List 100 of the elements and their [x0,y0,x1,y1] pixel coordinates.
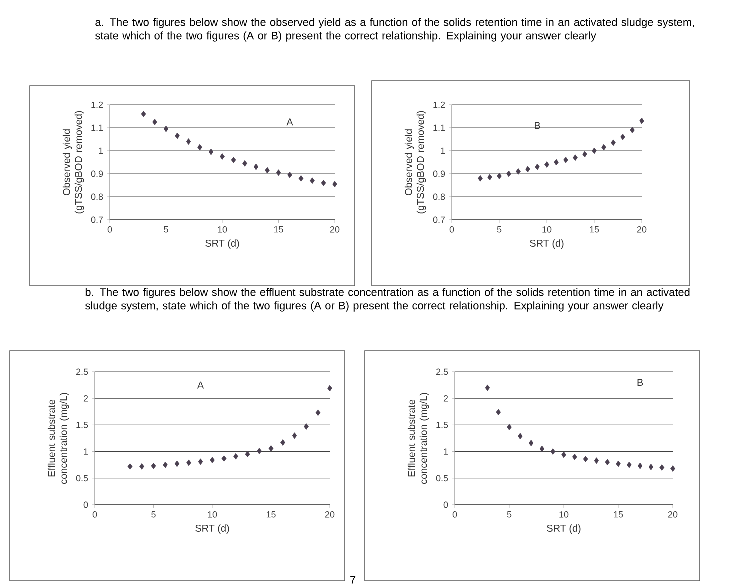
y-tick-label: 1.1 [92,124,104,132]
point [321,180,326,186]
point [670,466,676,472]
point [220,154,225,160]
x-tick-label: 20 [668,511,678,518]
point [292,432,298,440]
point [304,424,309,430]
point [507,424,512,431]
y-tick-label: 1 [441,148,446,154]
point [152,119,158,126]
point [208,148,214,156]
y-tick-label: 2 [444,395,448,402]
point [198,458,204,466]
point [332,181,338,188]
point [298,175,304,182]
x-tick-label: 15 [274,226,284,233]
point [328,385,332,392]
y-tick-label: 1 [99,148,104,154]
y-tick-label: 0 [444,502,448,508]
point [630,127,635,134]
point [198,144,202,151]
y-tick-label: 1 [84,448,88,455]
y-tick-label: 1 [444,448,448,455]
y-tick-label: 0 [84,502,88,508]
y-tick-label: 0.9 [433,170,446,178]
point [518,433,523,440]
y-tick-label: 0.7 [91,216,104,224]
point [310,178,315,184]
y-axis-title: Observed yield (gTSS/gBOD removed) [404,111,426,214]
y-tick-label: 0.8 [91,194,104,200]
text: b. The two figures below show the effluent substrate concentration as a function of the solids retention time in an activated sludge system, state which of the two figures (A or B) present the correct relationship. Explaining your answer clearly [86,288,690,312]
point [526,166,530,173]
point [602,144,606,151]
point [544,162,550,168]
x-tick-label: 20 [325,511,335,518]
y-tick-label: 1.5 [76,422,88,428]
text: 7 [350,576,356,584]
point [660,464,665,471]
point [572,454,578,460]
point [231,157,236,164]
y-tick-label: 0.9 [91,170,104,178]
y-axis-title: Effluent substrate concentration (mg/L) [408,393,430,484]
x-tick-label: 5 [152,511,156,518]
point [611,140,616,146]
point [265,167,270,174]
point [648,464,654,470]
x-tick-label: 10 [218,226,228,233]
point [254,164,259,170]
point [638,462,643,470]
point [210,457,215,464]
point [564,157,568,164]
x-tick-label: 15 [614,511,624,518]
text: a. The two figures below show the observed yield as a function of the solids retention time in an activated sludge system, state which of the two figures (A or B) present the correct relationship. Explaining your answer clearly [96,18,694,42]
x-tick-label: 5 [164,226,168,233]
y-tick-label: 2.5 [76,368,88,376]
point [616,460,621,468]
point [128,463,133,470]
x-tick-label: 0 [108,226,112,233]
y-tick-label: 1.1 [434,124,446,132]
y-tick-label: 2.5 [436,368,448,376]
point [174,460,180,468]
point [497,173,502,180]
point [280,440,286,446]
point [257,448,262,454]
y-tick-label: 0.5 [436,475,448,482]
y-tick-label: 0.5 [76,475,88,482]
point [626,462,632,468]
x-tick-label: 5 [507,511,512,518]
x-axis-title: SRT (d) [530,240,564,249]
y-tick-label: 1.2 [92,102,104,108]
point [488,174,492,181]
point [140,463,144,470]
point [554,159,559,166]
x-axis-title: SRT (d) [206,240,240,249]
point [234,453,238,460]
x-tick-label: 10 [208,511,218,518]
point [605,459,610,466]
point [620,134,626,140]
point [163,462,168,468]
x-tick-label: 15 [590,226,600,233]
y-tick-label: 1.5 [436,422,448,428]
point [164,126,169,132]
point [506,170,512,178]
x-tick-label: 10 [560,511,569,518]
point [242,160,248,167]
point [186,460,192,466]
x-tick-label: 5 [497,226,502,233]
point [141,111,146,118]
y-axis-title: Effluent substrate concentration (mg/L) [48,393,70,484]
point [535,164,540,170]
text: B [638,379,644,386]
x-axis-title: SRT (d) [196,524,230,534]
x-tick-label: 20 [637,226,647,233]
point [594,458,600,464]
text: B [535,122,540,130]
y-tick-label: 0.8 [433,194,446,200]
point [516,168,521,175]
point [582,151,588,158]
text: A [286,118,294,126]
x-axis-title: SRT (d) [547,524,581,534]
